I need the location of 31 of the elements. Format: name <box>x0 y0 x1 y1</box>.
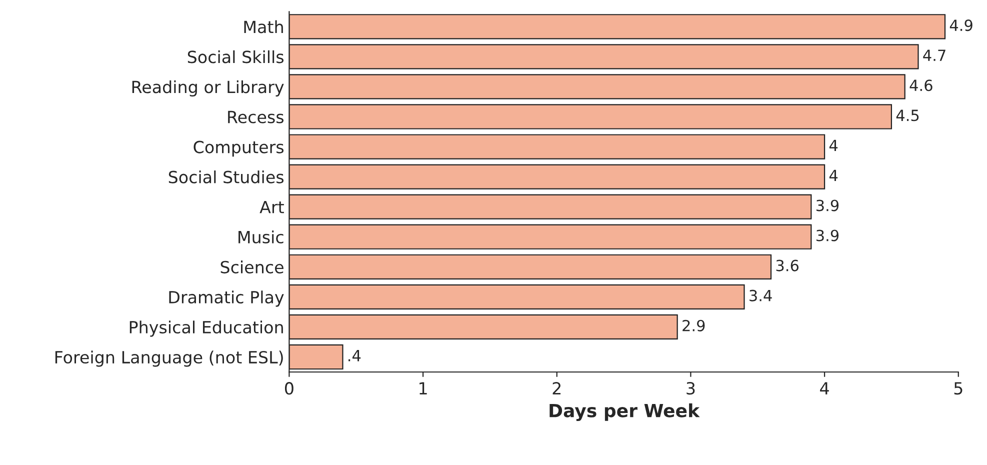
y-tick-label: Computers <box>194 140 284 157</box>
data-label: 4.9 <box>950 20 972 32</box>
data-label: 2.9 <box>682 320 705 332</box>
x-tick-label: 3 <box>686 382 695 395</box>
data-label: 4 <box>829 140 838 151</box>
y-tick-label: Math <box>244 20 283 34</box>
x-axis-title: Days per Week <box>550 403 700 422</box>
data-label: 3.9 <box>816 200 839 212</box>
data-label: 3.4 <box>750 290 772 302</box>
x-tick-label: 1 <box>420 382 427 394</box>
y-tick-label: Recess <box>228 110 284 124</box>
data-label: 3.6 <box>776 260 799 272</box>
y-tick-label: Dramatic Play <box>169 290 284 307</box>
y-tick-label: Foreign Language (not ESL) <box>55 350 283 367</box>
y-tick-label: Science <box>220 260 284 274</box>
y-tick-label: Art <box>260 201 284 214</box>
y-tick-label: Social Studies <box>168 170 284 184</box>
x-tick-label: 0 <box>284 382 294 395</box>
x-tick-label: 5 <box>954 382 962 395</box>
data-label: 4.7 <box>923 50 946 61</box>
data-label: 3.9 <box>816 230 839 242</box>
y-tick-label: Music <box>238 230 284 244</box>
x-tick-label: 2 <box>552 382 560 394</box>
y-tick-label: Physical Education <box>130 320 283 337</box>
y-tick-label: Social Skills <box>188 50 284 64</box>
x-tick-label: 4 <box>820 382 829 394</box>
data-label: .4 <box>348 350 361 362</box>
y-tick-label: Reading or Library <box>132 80 284 96</box>
data-label: 4.6 <box>910 80 932 92</box>
data-label: 4.5 <box>896 110 919 122</box>
data-label: 4 <box>829 170 838 182</box>
